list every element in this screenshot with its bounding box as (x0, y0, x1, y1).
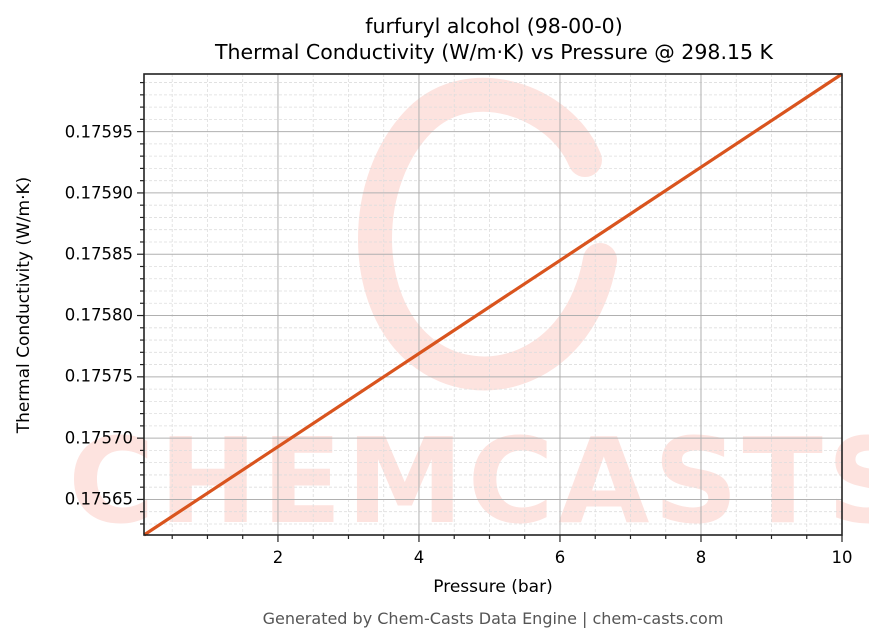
y-axis-label: Thermal Conductivity (W/m·K) (14, 176, 34, 434)
axis-ticks (137, 81, 843, 542)
x-tick-label: 6 (554, 548, 566, 567)
y-tick-label: 0.17590 (64, 183, 133, 203)
x-tick-label: 4 (413, 548, 425, 567)
chart-subtitle: Thermal Conductivity (W/m·K) vs Pressure… (214, 40, 773, 64)
y-tick-label: 0.17580 (64, 305, 133, 325)
footer-credit: Generated by Chem-Casts Data Engine | ch… (262, 609, 724, 628)
x-axis-label: Pressure (bar) (433, 577, 553, 597)
x-tick-label: 2 (272, 548, 284, 567)
y-tick-label: 0.17585 (64, 244, 133, 264)
x-tick-label: 8 (695, 548, 707, 567)
y-tick-label: 0.17570 (64, 428, 133, 448)
watermark-text: CHEMCASTS (68, 412, 869, 550)
chart-title: furfuryl alcohol (98-00-0) (365, 14, 623, 38)
data-line (143, 72, 843, 537)
y-tick-label: 0.17595 (64, 122, 133, 142)
minor-grid (144, 74, 842, 535)
axes-frame (143, 73, 843, 536)
y-tick-label: 0.17575 (64, 366, 133, 386)
x-tick-label: 10 (831, 548, 853, 567)
y-tick-label: 0.17565 (64, 489, 133, 509)
